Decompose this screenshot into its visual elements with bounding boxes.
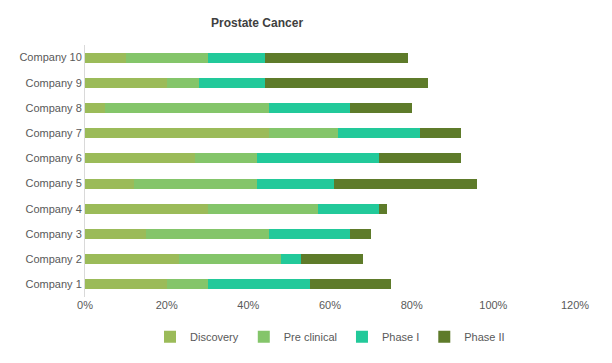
svg-text:Company 2: Company 2 — [26, 253, 82, 265]
svg-text:Discovery: Discovery — [190, 331, 239, 343]
svg-text:Company 7: Company 7 — [26, 127, 82, 139]
svg-text:60%: 60% — [319, 299, 341, 311]
svg-text:0%: 0% — [77, 299, 93, 311]
svg-text:Company 3: Company 3 — [26, 228, 82, 240]
svg-text:Company 1: Company 1 — [26, 278, 82, 290]
svg-text:Phase I: Phase I — [382, 331, 419, 343]
svg-text:Company 6: Company 6 — [26, 152, 82, 164]
svg-text:Pre clinical: Pre clinical — [284, 331, 337, 343]
svg-text:Company 9: Company 9 — [26, 77, 82, 89]
svg-text:20%: 20% — [156, 299, 178, 311]
svg-text:100%: 100% — [479, 299, 507, 311]
svg-text:Company 4: Company 4 — [26, 203, 82, 215]
svg-text:Company 8: Company 8 — [26, 102, 82, 114]
svg-text:Prostate Cancer: Prostate Cancer — [211, 16, 303, 30]
svg-text:40%: 40% — [237, 299, 259, 311]
svg-text:Company 10: Company 10 — [19, 51, 81, 63]
svg-text:120%: 120% — [561, 299, 589, 311]
svg-text:Company 5: Company 5 — [26, 177, 82, 189]
svg-text:80%: 80% — [401, 299, 423, 311]
svg-text:Phase II: Phase II — [464, 331, 504, 343]
